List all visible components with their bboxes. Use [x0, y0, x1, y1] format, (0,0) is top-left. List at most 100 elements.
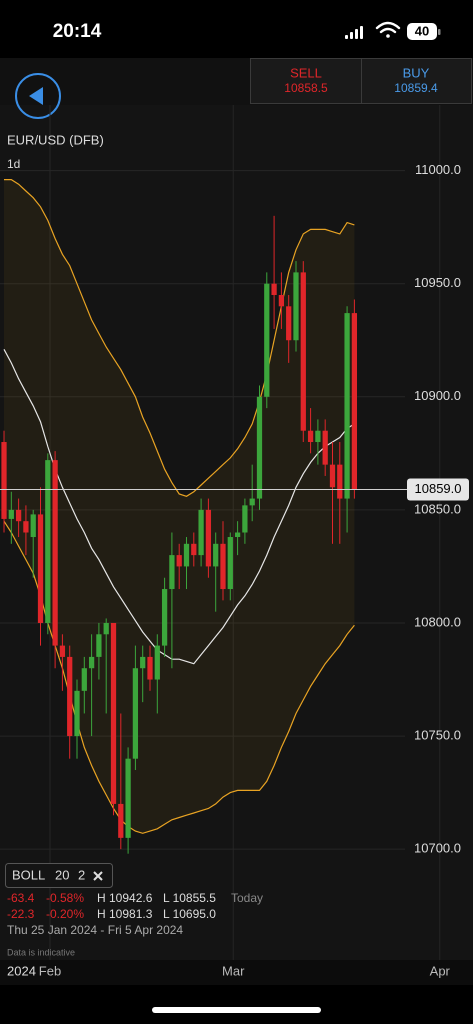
- candle-body: [337, 464, 343, 499]
- buy-label: BUY: [403, 65, 430, 80]
- candle-body: [169, 555, 175, 590]
- candle-body: [81, 668, 87, 691]
- last-price-box: [407, 478, 469, 501]
- candle-body: [147, 656, 153, 680]
- candle-body: [161, 589, 168, 646]
- y-tick-label: 10800.0: [414, 614, 461, 629]
- period-label: Today: [231, 891, 263, 905]
- sell-price: 10858.5: [284, 81, 328, 95]
- change-percent: -0.58%: [46, 891, 84, 905]
- candle-body: [59, 645, 66, 657]
- candle-body: [213, 543, 219, 567]
- buy-price: 10859.4: [394, 81, 438, 95]
- last-price-label: 10859.0: [415, 481, 462, 496]
- indicator-period: 20: [55, 867, 69, 882]
- x-tick-label: Mar: [222, 963, 245, 978]
- candle-body: [8, 509, 14, 519]
- low: L 10855.5: [163, 891, 216, 905]
- high: H 10942.6: [97, 891, 153, 905]
- candle-body: [227, 537, 233, 590]
- candle-body: [74, 690, 80, 737]
- candle-body: [329, 464, 336, 488]
- battery-tip: [438, 29, 441, 35]
- candle-body: [154, 645, 160, 680]
- candle-body: [205, 509, 212, 567]
- x-axis-row: [0, 960, 473, 985]
- x-tick-label: Apr: [430, 963, 451, 978]
- candle-body: [37, 514, 44, 623]
- candle-body: [307, 430, 314, 443]
- candle-body: [191, 543, 197, 556]
- x-tick-label: Feb: [39, 963, 61, 978]
- candle-body: [30, 514, 36, 538]
- candle-body: [23, 521, 29, 533]
- candle-body: [183, 543, 190, 567]
- sell-button[interactable]: [250, 58, 362, 104]
- candle-body: [300, 272, 306, 431]
- wifi-icon: [375, 21, 401, 38]
- candle-body: [249, 498, 255, 506]
- year-label: 2024: [7, 963, 36, 978]
- candle-body: [271, 283, 277, 295]
- candle-body: [198, 509, 204, 556]
- bollinger-middle: [3, 349, 355, 665]
- candle-body: [264, 283, 270, 397]
- candle-body: [132, 668, 139, 759]
- year-label-bg: [0, 962, 38, 983]
- candle-body: [140, 656, 146, 669]
- candle-body: [286, 306, 292, 341]
- candle-body: [344, 313, 350, 499]
- indicator-remove[interactable]: [93, 871, 103, 881]
- y-tick-label: 10900.0: [414, 388, 461, 403]
- candle-body: [278, 295, 285, 307]
- bollinger-upper: [4, 179, 355, 497]
- high: H 10981.3: [97, 907, 153, 921]
- candle-body: [67, 656, 73, 737]
- candle-body: [15, 509, 22, 522]
- change: -63.4: [7, 891, 35, 905]
- candle-body: [242, 505, 248, 533]
- candle-body: [315, 430, 321, 443]
- change: -22.3: [7, 907, 35, 921]
- plot: [0, 105, 441, 960]
- status-bar: [0, 0, 473, 58]
- candle-body: [118, 803, 124, 838]
- low: L 10695.0: [163, 907, 216, 921]
- home-indicator: [152, 1007, 321, 1013]
- candle-body: [103, 622, 109, 635]
- candle-body: [1, 442, 7, 519]
- date-range: Thu 25 Jan 2024 - Fri 5 Apr 2024: [7, 923, 183, 937]
- candle-body: [110, 622, 117, 804]
- y-tick-label: 10850.0: [414, 501, 461, 516]
- candle-body: [96, 634, 102, 657]
- signal-icon: [345, 26, 363, 39]
- indicator-chip[interactable]: [5, 863, 113, 888]
- candle-body: [256, 396, 263, 499]
- y-tick-label: 10950.0: [414, 275, 461, 290]
- back-button[interactable]: [15, 73, 61, 119]
- y-tick-label: 11000.0: [415, 162, 461, 177]
- candle-body: [322, 430, 328, 465]
- candle-body: [88, 656, 95, 669]
- y-tick-label: 10700.0: [414, 841, 461, 856]
- status-time: 20:14: [53, 21, 102, 42]
- disclaimer: Data is indicative: [7, 947, 75, 957]
- candle-body: [351, 313, 358, 490]
- indicator-name: BOLL: [12, 867, 45, 882]
- candle-body: [220, 543, 226, 590]
- change-percent: -0.20%: [46, 907, 84, 921]
- candle-body: [234, 532, 241, 538]
- battery-level: 40: [415, 23, 429, 38]
- battery-icon: [407, 23, 437, 40]
- candle-body: [45, 460, 51, 623]
- y-tick-label: 10750.0: [414, 728, 461, 743]
- buy-button[interactable]: [361, 58, 472, 104]
- indicator-deviation: 2: [78, 867, 85, 882]
- chart-title: EUR/USD (DFB): [7, 132, 104, 147]
- candle-body: [176, 555, 182, 567]
- sell-label: SELL: [290, 65, 322, 80]
- interval-label: 1d: [7, 157, 20, 171]
- candle-body: [125, 758, 131, 838]
- candle-body: [293, 272, 299, 341]
